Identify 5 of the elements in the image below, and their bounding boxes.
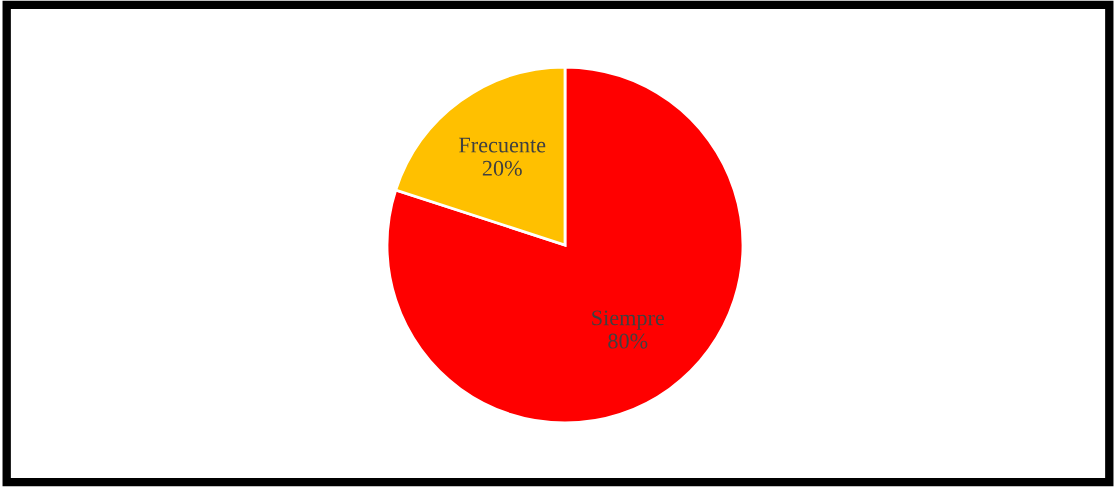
slice-label: Siempre (592, 310, 665, 330)
pie-slice (385, 65, 745, 425)
data-label: 80% (608, 333, 648, 349)
data-label: 20% (482, 160, 522, 176)
slice-label: Frecuente (459, 137, 546, 153)
